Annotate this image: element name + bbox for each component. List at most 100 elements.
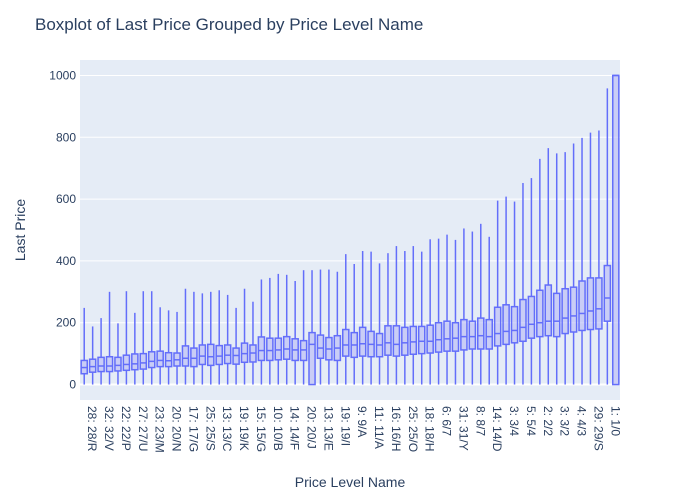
box <box>333 271 342 385</box>
box-body <box>114 356 122 372</box>
box-body <box>569 286 578 333</box>
box <box>409 246 418 385</box>
box <box>147 291 156 385</box>
x-tick-label: 29: 29/S <box>591 406 605 451</box>
x-tick-label: 18: 18/H <box>423 406 437 451</box>
box <box>105 291 114 385</box>
box <box>485 236 494 385</box>
box <box>299 270 308 385</box>
y-tick-label: 600 <box>56 192 76 206</box>
y-tick-label: 800 <box>56 130 76 144</box>
box-body <box>384 325 392 356</box>
box <box>502 196 510 385</box>
x-tick-label: 3: 3/4 <box>507 406 521 436</box>
box-body <box>502 304 510 346</box>
x-tick-label: 22: 22/P <box>119 406 133 451</box>
box <box>468 231 477 385</box>
box <box>173 311 181 385</box>
box-body <box>527 295 536 339</box>
box <box>249 301 257 385</box>
box-body <box>443 320 451 352</box>
box <box>206 291 215 385</box>
box-body <box>595 277 603 330</box>
box <box>316 269 325 385</box>
box-body <box>519 298 527 343</box>
box-body <box>426 324 434 354</box>
y-tick-labels: 0 200 400 600 800 1000 <box>49 68 76 391</box>
box <box>232 307 240 385</box>
x-tick-label: 27: 27/U <box>136 406 150 451</box>
box <box>266 277 274 385</box>
box-body <box>164 351 173 368</box>
box-body <box>510 305 519 344</box>
box <box>434 238 443 385</box>
box-body <box>468 320 477 350</box>
box-body <box>611 74 620 386</box>
box <box>569 143 578 385</box>
x-tick-label: 20: 20/J <box>305 406 319 449</box>
x-tick-label: 1: 1/0 <box>608 406 622 436</box>
x-tick-label: 19: 19/I <box>338 406 352 446</box>
x-tick-label: 10: 10/B <box>271 406 285 451</box>
box-body <box>156 350 164 368</box>
box <box>611 74 620 386</box>
box-body <box>122 354 131 372</box>
box <box>519 183 527 385</box>
box <box>417 251 426 385</box>
x-tick-label: 31: 31/Y <box>456 406 470 451</box>
x-tick-label: 11: 11/A <box>372 406 386 449</box>
y-tick-label: 1000 <box>49 68 76 82</box>
x-tick-label: 14: 14/F <box>288 406 302 450</box>
box-body <box>392 325 401 357</box>
box-body <box>358 326 367 357</box>
box <box>595 130 603 385</box>
x-axis-title: Price Level Name <box>295 474 406 490</box>
box <box>88 326 97 385</box>
x-tick-label: 17: 17/G <box>186 406 200 452</box>
box-body <box>578 280 586 332</box>
box <box>156 307 164 385</box>
box <box>164 310 173 385</box>
box <box>578 137 586 385</box>
x-tick-label: 9: 9/A <box>355 406 369 437</box>
box <box>257 279 266 385</box>
box <box>536 158 544 385</box>
box <box>510 201 519 385</box>
box-body <box>240 342 249 364</box>
box <box>493 200 502 385</box>
box <box>375 263 384 385</box>
x-tick-label: 6: 6/7 <box>440 406 454 436</box>
box-body <box>417 325 426 355</box>
x-tick-label: 23: 23/M <box>153 406 167 453</box>
y-tick-label: 200 <box>56 316 76 330</box>
box <box>392 246 401 385</box>
x-tick-labels: 28: 28/R 32: 32/V 22: 22/P 27: 27/U 23: 23/M… <box>85 406 622 453</box>
box-body <box>274 337 283 361</box>
box-body <box>341 328 350 357</box>
grid-lines <box>80 74 620 386</box>
x-tick-label: 3: 3/2 <box>558 406 572 436</box>
box <box>603 88 612 385</box>
x-tick-label: 16: 16/H <box>389 406 403 451</box>
box-body <box>181 345 190 367</box>
x-tick-label: 8: 8/7 <box>473 406 487 436</box>
x-tick-label: 4: 4/3 <box>575 406 589 436</box>
x-tick-label: 5: 5/4 <box>524 406 538 436</box>
box <box>190 291 198 385</box>
box-body <box>485 318 494 350</box>
box-body <box>552 292 561 338</box>
box <box>561 152 569 385</box>
box <box>131 312 139 385</box>
box-body <box>206 343 215 367</box>
y-tick-label: 400 <box>56 254 76 268</box>
box <box>358 251 367 385</box>
x-tick-label: 13: 13/E <box>321 406 335 451</box>
x-tick-label: 32: 32/V <box>102 406 116 451</box>
box <box>308 270 316 386</box>
box <box>527 178 536 385</box>
box-body <box>257 336 266 362</box>
box <box>139 291 148 385</box>
box <box>215 290 224 385</box>
box-body <box>460 318 468 351</box>
box-body <box>190 347 198 368</box>
